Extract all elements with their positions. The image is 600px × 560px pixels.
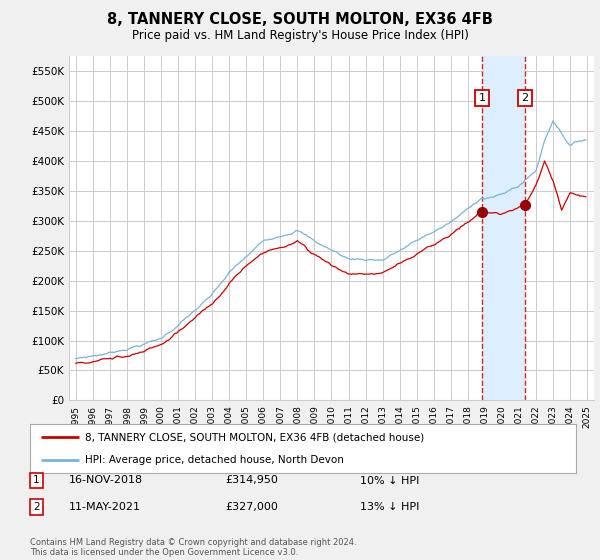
Bar <box>482 56 524 400</box>
Text: £314,950: £314,950 <box>225 475 278 486</box>
Text: 10% ↓ HPI: 10% ↓ HPI <box>360 475 419 486</box>
Text: 2: 2 <box>521 93 528 103</box>
Text: £327,000: £327,000 <box>225 502 278 512</box>
Text: HPI: Average price, detached house, North Devon: HPI: Average price, detached house, Nort… <box>85 455 343 465</box>
Text: Contains HM Land Registry data © Crown copyright and database right 2024.
This d: Contains HM Land Registry data © Crown c… <box>30 538 356 557</box>
Text: Price paid vs. HM Land Registry's House Price Index (HPI): Price paid vs. HM Land Registry's House … <box>131 29 469 42</box>
Text: 2: 2 <box>33 502 40 512</box>
Text: 16-NOV-2018: 16-NOV-2018 <box>69 475 143 486</box>
Text: 1: 1 <box>479 93 485 103</box>
Text: 13% ↓ HPI: 13% ↓ HPI <box>360 502 419 512</box>
Text: 1: 1 <box>33 475 40 486</box>
Text: 11-MAY-2021: 11-MAY-2021 <box>69 502 141 512</box>
Text: 8, TANNERY CLOSE, SOUTH MOLTON, EX36 4FB: 8, TANNERY CLOSE, SOUTH MOLTON, EX36 4FB <box>107 12 493 27</box>
Text: 8, TANNERY CLOSE, SOUTH MOLTON, EX36 4FB (detached house): 8, TANNERY CLOSE, SOUTH MOLTON, EX36 4FB… <box>85 432 424 442</box>
